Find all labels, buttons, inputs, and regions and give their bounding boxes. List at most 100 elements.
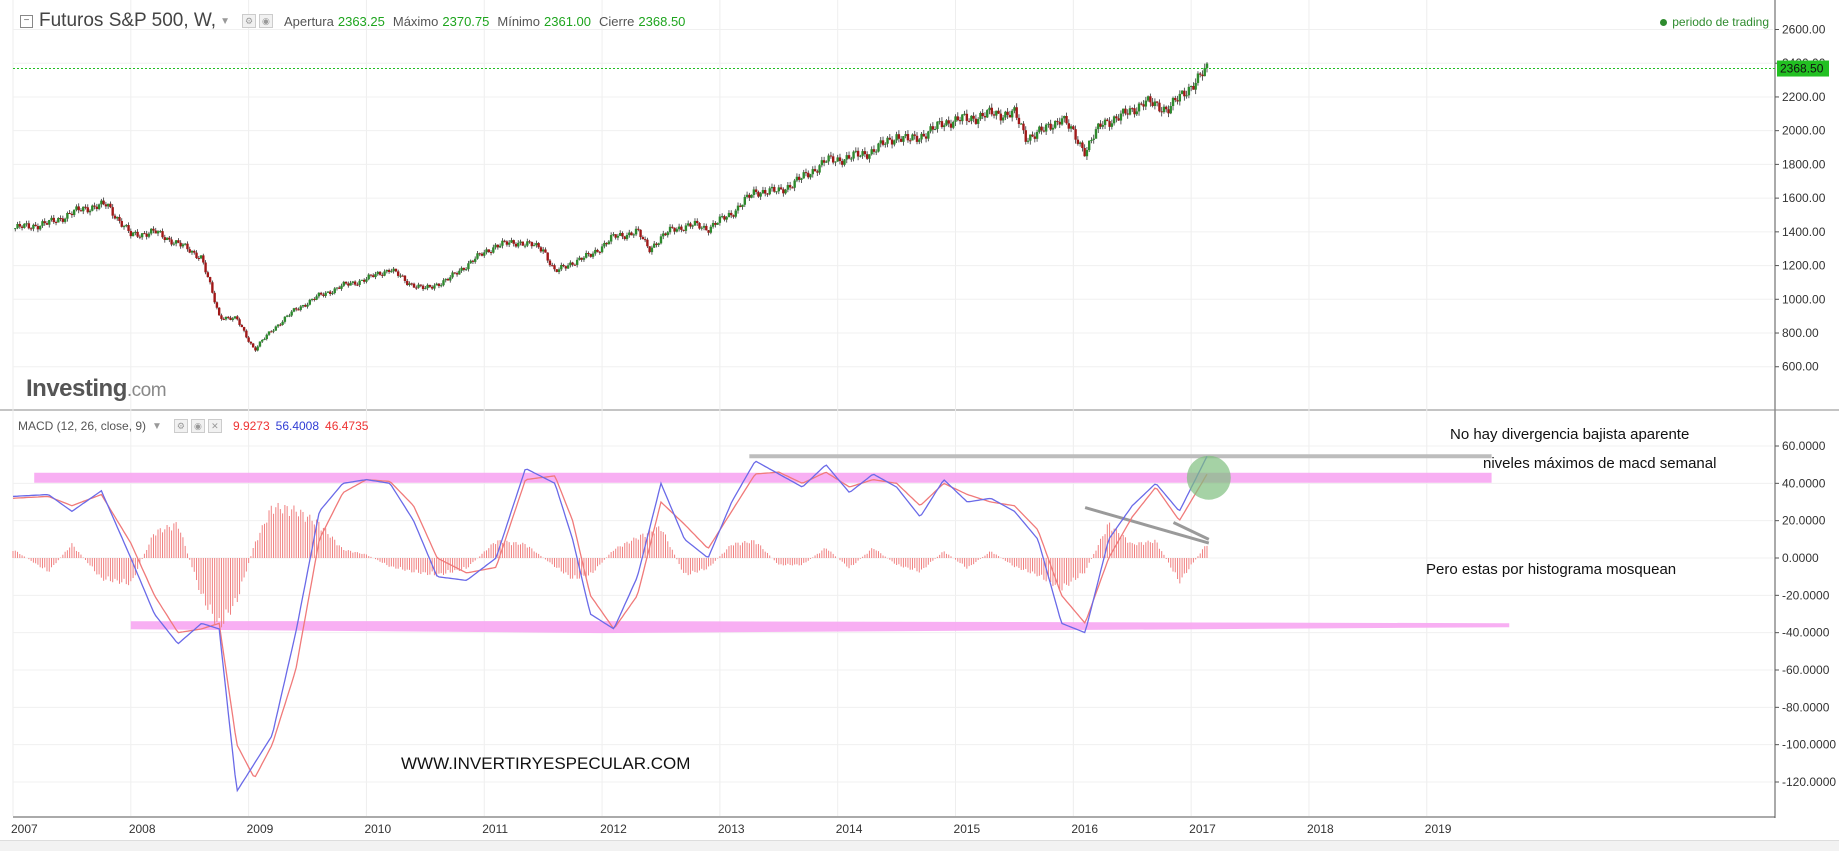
- chevron-down-icon[interactable]: ▼: [220, 15, 230, 27]
- candle-body: [127, 225, 130, 231]
- candle-body: [170, 239, 173, 245]
- candle-body: [791, 187, 794, 189]
- candle-body: [1013, 107, 1016, 111]
- candle-body: [1140, 103, 1143, 105]
- candle-body: [20, 226, 24, 228]
- candle-body: [625, 235, 629, 240]
- candle-body: [449, 277, 452, 281]
- candle-body: [125, 225, 128, 227]
- candle-body: [72, 209, 76, 216]
- candle-body: [1137, 103, 1141, 112]
- price-tick-label: 1400.00: [1782, 225, 1826, 239]
- candle-body: [630, 232, 633, 236]
- candle-body: [349, 282, 352, 286]
- candle-body: [220, 315, 223, 319]
- candle-body: [279, 324, 282, 326]
- candle-body: [761, 190, 765, 194]
- chevron-down-icon[interactable]: ▼: [152, 420, 162, 432]
- candle-body: [1142, 104, 1145, 107]
- candle-body: [591, 253, 595, 257]
- candle-body: [75, 206, 78, 210]
- candle-body: [464, 269, 468, 271]
- candle-body: [924, 136, 928, 139]
- candle-body: [546, 252, 549, 261]
- price-tick-label: 600.00: [1782, 360, 1819, 374]
- candle-body: [134, 231, 137, 233]
- candle-body: [877, 143, 880, 152]
- candle-body: [1162, 106, 1166, 113]
- candle-body: [245, 330, 248, 338]
- settings-icon[interactable]: ⚙: [173, 419, 188, 433]
- candle-body: [1029, 134, 1032, 141]
- candle-body: [888, 137, 892, 140]
- candle-body: [84, 206, 87, 208]
- candle-body: [231, 318, 234, 320]
- candle-body: [208, 277, 212, 283]
- candle-body: [394, 268, 398, 272]
- candle-body: [168, 237, 171, 240]
- candle-body: [1042, 130, 1046, 132]
- candle-body: [1026, 140, 1030, 142]
- candle-body: [505, 241, 509, 245]
- candle-body: [1087, 140, 1091, 151]
- candle-body: [507, 242, 511, 245]
- candle-body: [428, 284, 432, 287]
- candle-body: [150, 228, 153, 234]
- candle-body: [50, 217, 53, 221]
- symbol-title[interactable]: Futuros S&P 500, W,: [39, 10, 217, 31]
- candle-body: [863, 151, 867, 155]
- candle-body: [700, 227, 703, 229]
- candle-body: [652, 243, 656, 248]
- time-tick-label: 2009: [247, 822, 274, 836]
- candle-body: [893, 140, 896, 145]
- session-indicator[interactable]: periodo de trading: [1660, 15, 1769, 29]
- candle-body: [879, 140, 882, 144]
- candle-body: [677, 226, 681, 230]
- macd-tick-label: -40.0000: [1782, 626, 1830, 640]
- last-price-badge: [1777, 60, 1829, 77]
- candle-body: [95, 206, 99, 210]
- candle-body: [1049, 123, 1052, 130]
- candle-body: [720, 216, 724, 218]
- candle-body: [585, 253, 588, 258]
- candle-body: [666, 232, 669, 236]
- candle-body: [517, 242, 520, 247]
- candle-body: [1074, 129, 1077, 140]
- candle-body: [757, 191, 760, 197]
- candle-body: [813, 169, 817, 172]
- candle-body: [333, 288, 336, 294]
- candle-body: [768, 188, 771, 195]
- candle-body: [537, 243, 540, 248]
- candle-body: [165, 237, 169, 240]
- candle-body: [802, 172, 805, 179]
- histogram-divergence-line: [1084, 506, 1210, 545]
- settings-icon[interactable]: ⚙: [241, 14, 256, 28]
- candle-body: [66, 212, 69, 219]
- collapse-button[interactable]: −: [20, 14, 33, 28]
- candle-body: [786, 185, 790, 190]
- candle-body: [163, 237, 167, 240]
- close-icon[interactable]: ✕: [207, 419, 222, 433]
- candle-body: [510, 240, 513, 243]
- bottom-toolbar: [0, 840, 1839, 851]
- candle-body: [845, 155, 848, 160]
- candle-body: [909, 140, 912, 142]
- candle-body: [1103, 119, 1107, 126]
- candle-body: [1063, 116, 1066, 119]
- candle-body: [983, 116, 987, 118]
- candle-body: [406, 280, 409, 285]
- candle-body: [408, 283, 411, 285]
- candle-body: [797, 176, 801, 180]
- candle-body: [854, 150, 858, 152]
- visibility-icon[interactable]: ◉: [258, 14, 273, 28]
- candle-body: [319, 292, 323, 295]
- macd-tick-label: -100.0000: [1782, 738, 1836, 752]
- candle-body: [172, 243, 176, 245]
- candle-body: [129, 230, 133, 237]
- candle-body: [637, 228, 640, 230]
- visibility-icon[interactable]: ◉: [190, 419, 205, 433]
- candle-body: [310, 298, 314, 300]
- candle-body: [106, 203, 110, 207]
- macd-title[interactable]: MACD (12, 26, close, 9): [18, 419, 147, 433]
- candle-body: [1151, 102, 1154, 106]
